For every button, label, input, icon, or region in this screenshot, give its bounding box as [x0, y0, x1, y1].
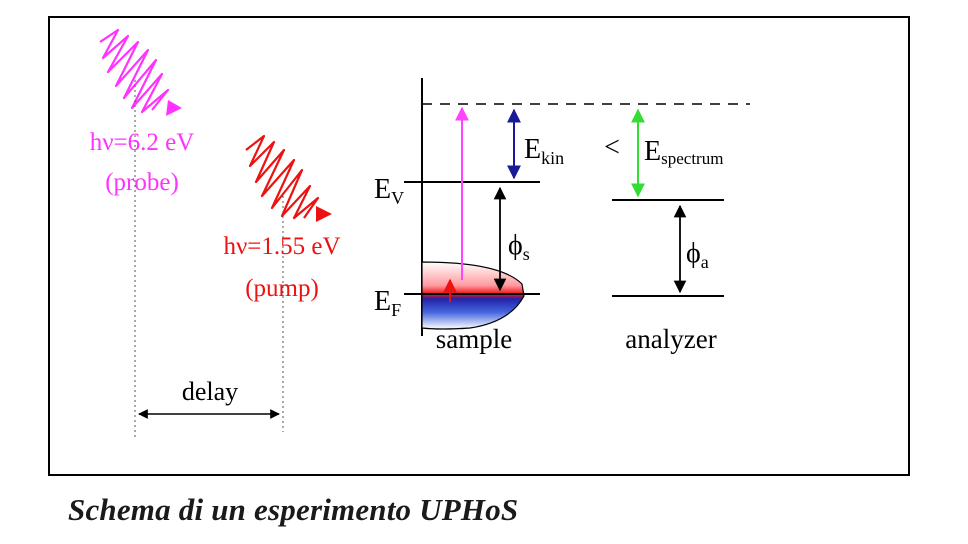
sample-label: sample	[436, 324, 512, 354]
probe-pulse-icon	[99, 28, 182, 116]
phi-s-label: ϕs	[508, 230, 530, 264]
diagram-frame	[48, 16, 910, 476]
figure-caption: Schema di un esperimento UPHoS	[68, 492, 519, 527]
pump-name-label: (pump)	[245, 275, 319, 302]
ekin-label: Ekin	[524, 134, 564, 168]
delay-label: delay	[182, 377, 238, 406]
fermi-distribution	[421, 261, 525, 330]
ev-label: EV	[374, 174, 404, 208]
espectrum-label: Espectrum	[644, 136, 723, 168]
ef-label: EF	[374, 286, 401, 320]
phi-a-label: ϕa	[686, 238, 709, 272]
comparison-symbol: <	[604, 132, 620, 163]
pump-energy-label: hν=1.55 eV	[223, 233, 340, 260]
probe-name-label: (probe)	[105, 169, 179, 196]
analyzer-label: analyzer	[625, 324, 716, 354]
pump-pulse-icon	[245, 134, 332, 222]
probe-energy-label: hν=6.2 eV	[90, 129, 195, 156]
